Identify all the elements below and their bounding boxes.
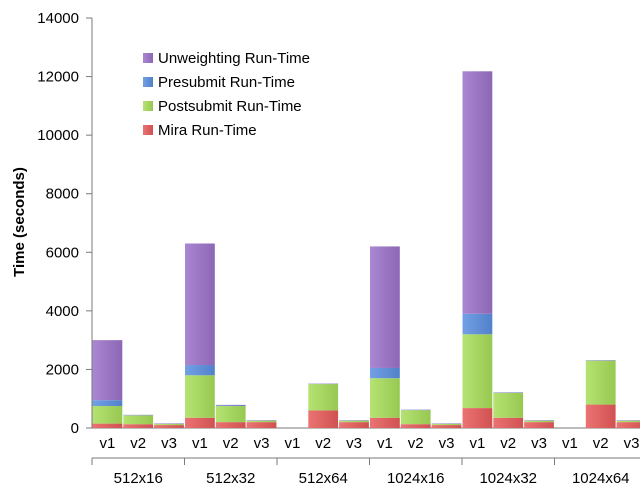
bar-postsubmit-run-time-1024x32-v1: [462, 334, 493, 409]
y-tick-label: 14000: [37, 10, 79, 27]
legend-swatch-postsubmit-run-time: [143, 101, 153, 111]
y-axis-label: Time (seconds): [11, 167, 28, 277]
bar-mira-run-time-1024x32-v3: [524, 422, 554, 428]
x-tick-label-version: v1: [284, 435, 300, 452]
x-tick-label-version: v1: [469, 435, 485, 452]
bar-mira-run-time-512x32-v2: [215, 422, 246, 428]
x-tick-label-version: v1: [192, 435, 208, 452]
bar-mira-run-time-512x32-v1: [185, 417, 215, 428]
legend-swatch-presubmit-run-time: [143, 77, 153, 87]
bar-presubmit-run-time-1024x16-v1: [370, 367, 400, 379]
bar-mira-run-time-512x16-v2: [123, 424, 154, 428]
y-tick-label: 2000: [46, 361, 79, 378]
x-tick-label-version: v2: [315, 435, 331, 452]
bar-unweighting-run-time-512x32-v1: [185, 243, 215, 366]
legend-label-unweighting-run-time: Unweighting Run-Time: [158, 50, 310, 67]
bar-postsubmit-run-time-512x32-v2: [215, 406, 246, 423]
x-tick-label-version: v2: [223, 435, 239, 452]
bar-mira-run-time-1024x32-v2: [493, 417, 524, 428]
x-tick-label-group: 512x64: [299, 470, 348, 485]
x-tick-label-group: 512x32: [206, 470, 255, 485]
legend-swatch-mira-run-time: [143, 125, 153, 135]
x-tick-label-version: v2: [130, 435, 146, 452]
bar-mira-run-time-512x64-v3: [339, 422, 369, 428]
y-tick-label: 8000: [46, 186, 79, 203]
bar-postsubmit-run-time-512x32-v1: [185, 375, 215, 418]
x-tick-label-version: v2: [593, 435, 609, 452]
y-tick-label: 10000: [37, 127, 79, 144]
bar-unweighting-run-time-1024x32-v1: [462, 71, 493, 314]
y-tick-label: 12000: [37, 69, 79, 86]
bar-mira-run-time-512x32-v3: [246, 422, 277, 428]
legend: Unweighting Run-Time Presubmit Run-Time Po…: [143, 50, 310, 139]
bar-postsubmit-run-time-1024x64-v2: [585, 360, 616, 405]
bar-mira-run-time-1024x16-v3: [431, 425, 462, 428]
bar-mira-run-time-1024x64-v2: [585, 404, 616, 428]
y-tick-label: 0: [71, 420, 79, 437]
bar-postsubmit-run-time-1024x64-v3: [616, 420, 640, 423]
bar-postsubmit-run-time-512x16-v3: [154, 423, 184, 426]
bar-mira-run-time-1024x32-v1: [462, 408, 493, 428]
x-tick-label-version: v3: [161, 435, 177, 452]
x-tick-label-version: v2: [500, 435, 516, 452]
bar-postsubmit-run-time-1024x32-v3: [524, 420, 554, 423]
y-tick-label: 4000: [46, 303, 79, 320]
x-tick-label-version: v1: [562, 435, 578, 452]
x-tick-label-group: 1024x32: [479, 470, 537, 485]
x-tick-label-group: 1024x64: [572, 470, 630, 485]
bar-postsubmit-run-time-512x16-v1: [92, 406, 123, 424]
x-tick-label-group: 512x16: [114, 470, 163, 485]
bar-presubmit-run-time-512x32-v1: [185, 365, 215, 376]
bar-postsubmit-run-time-512x32-v3: [246, 420, 277, 423]
x-tick-label-version: v1: [377, 435, 393, 452]
bar-postsubmit-run-time-512x64-v2: [308, 384, 339, 411]
x-tick-label-version: v3: [531, 435, 547, 452]
bars: [92, 71, 640, 428]
axes: 0 2000 4000 6000 8000 10000 12000 14000: [37, 10, 640, 465]
bar-unweighting-run-time-1024x16-v1: [370, 246, 400, 368]
bar-mira-run-time-1024x16-v2: [400, 424, 431, 428]
x-tick-label-version: v3: [624, 435, 640, 452]
legend-label-presubmit-run-time: Presubmit Run-Time: [158, 74, 295, 91]
x-tick-label-version: v3: [439, 435, 455, 452]
bar-unweighting-run-time-512x16-v1: [92, 340, 123, 401]
x-tick-label-version: v3: [254, 435, 270, 452]
y-tick-label: 6000: [46, 244, 79, 261]
bar-mira-run-time-1024x64-v3: [616, 422, 640, 428]
x-tick-label-version: v3: [346, 435, 362, 452]
bar-postsubmit-run-time-512x16-v2: [123, 415, 154, 425]
bar-presubmit-run-time-1024x32-v1: [462, 313, 493, 335]
x-tick-label-version: v1: [99, 435, 115, 452]
bar-postsubmit-run-time-512x64-v3: [339, 420, 369, 423]
legend-swatch-unweighting-run-time: [143, 53, 153, 63]
x-tick-label-version: v2: [408, 435, 424, 452]
bar-mira-run-time-512x16-v3: [154, 425, 184, 428]
bar-unweighting-run-time-512x32-v2: [215, 404, 246, 406]
bar-postsubmit-run-time-1024x16-v1: [370, 378, 400, 418]
x-tick-labels: v1 v2 v3 512x16 v1 v2 v3 512x32 v1 v2 v3 512x64 v1 v2…: [99, 435, 639, 485]
x-tick-label-group: 1024x16: [387, 470, 445, 485]
bar-mira-run-time-1024x16-v1: [370, 417, 400, 428]
bar-presubmit-run-time-512x16-v1: [92, 400, 123, 407]
bar-mira-run-time-512x64-v2: [308, 410, 339, 428]
bar-presubmit-run-time-512x32-v2: [215, 405, 246, 407]
bar-postsubmit-run-time-1024x32-v2: [493, 392, 524, 418]
bar-postsubmit-run-time-1024x16-v3: [431, 423, 462, 426]
bar-postsubmit-run-time-1024x16-v2: [400, 410, 431, 425]
legend-label-mira-run-time: Mira Run-Time: [158, 122, 257, 139]
bar-mira-run-time-512x16-v1: [92, 423, 123, 428]
legend-label-postsubmit-run-time: Postsubmit Run-Time: [158, 98, 302, 115]
